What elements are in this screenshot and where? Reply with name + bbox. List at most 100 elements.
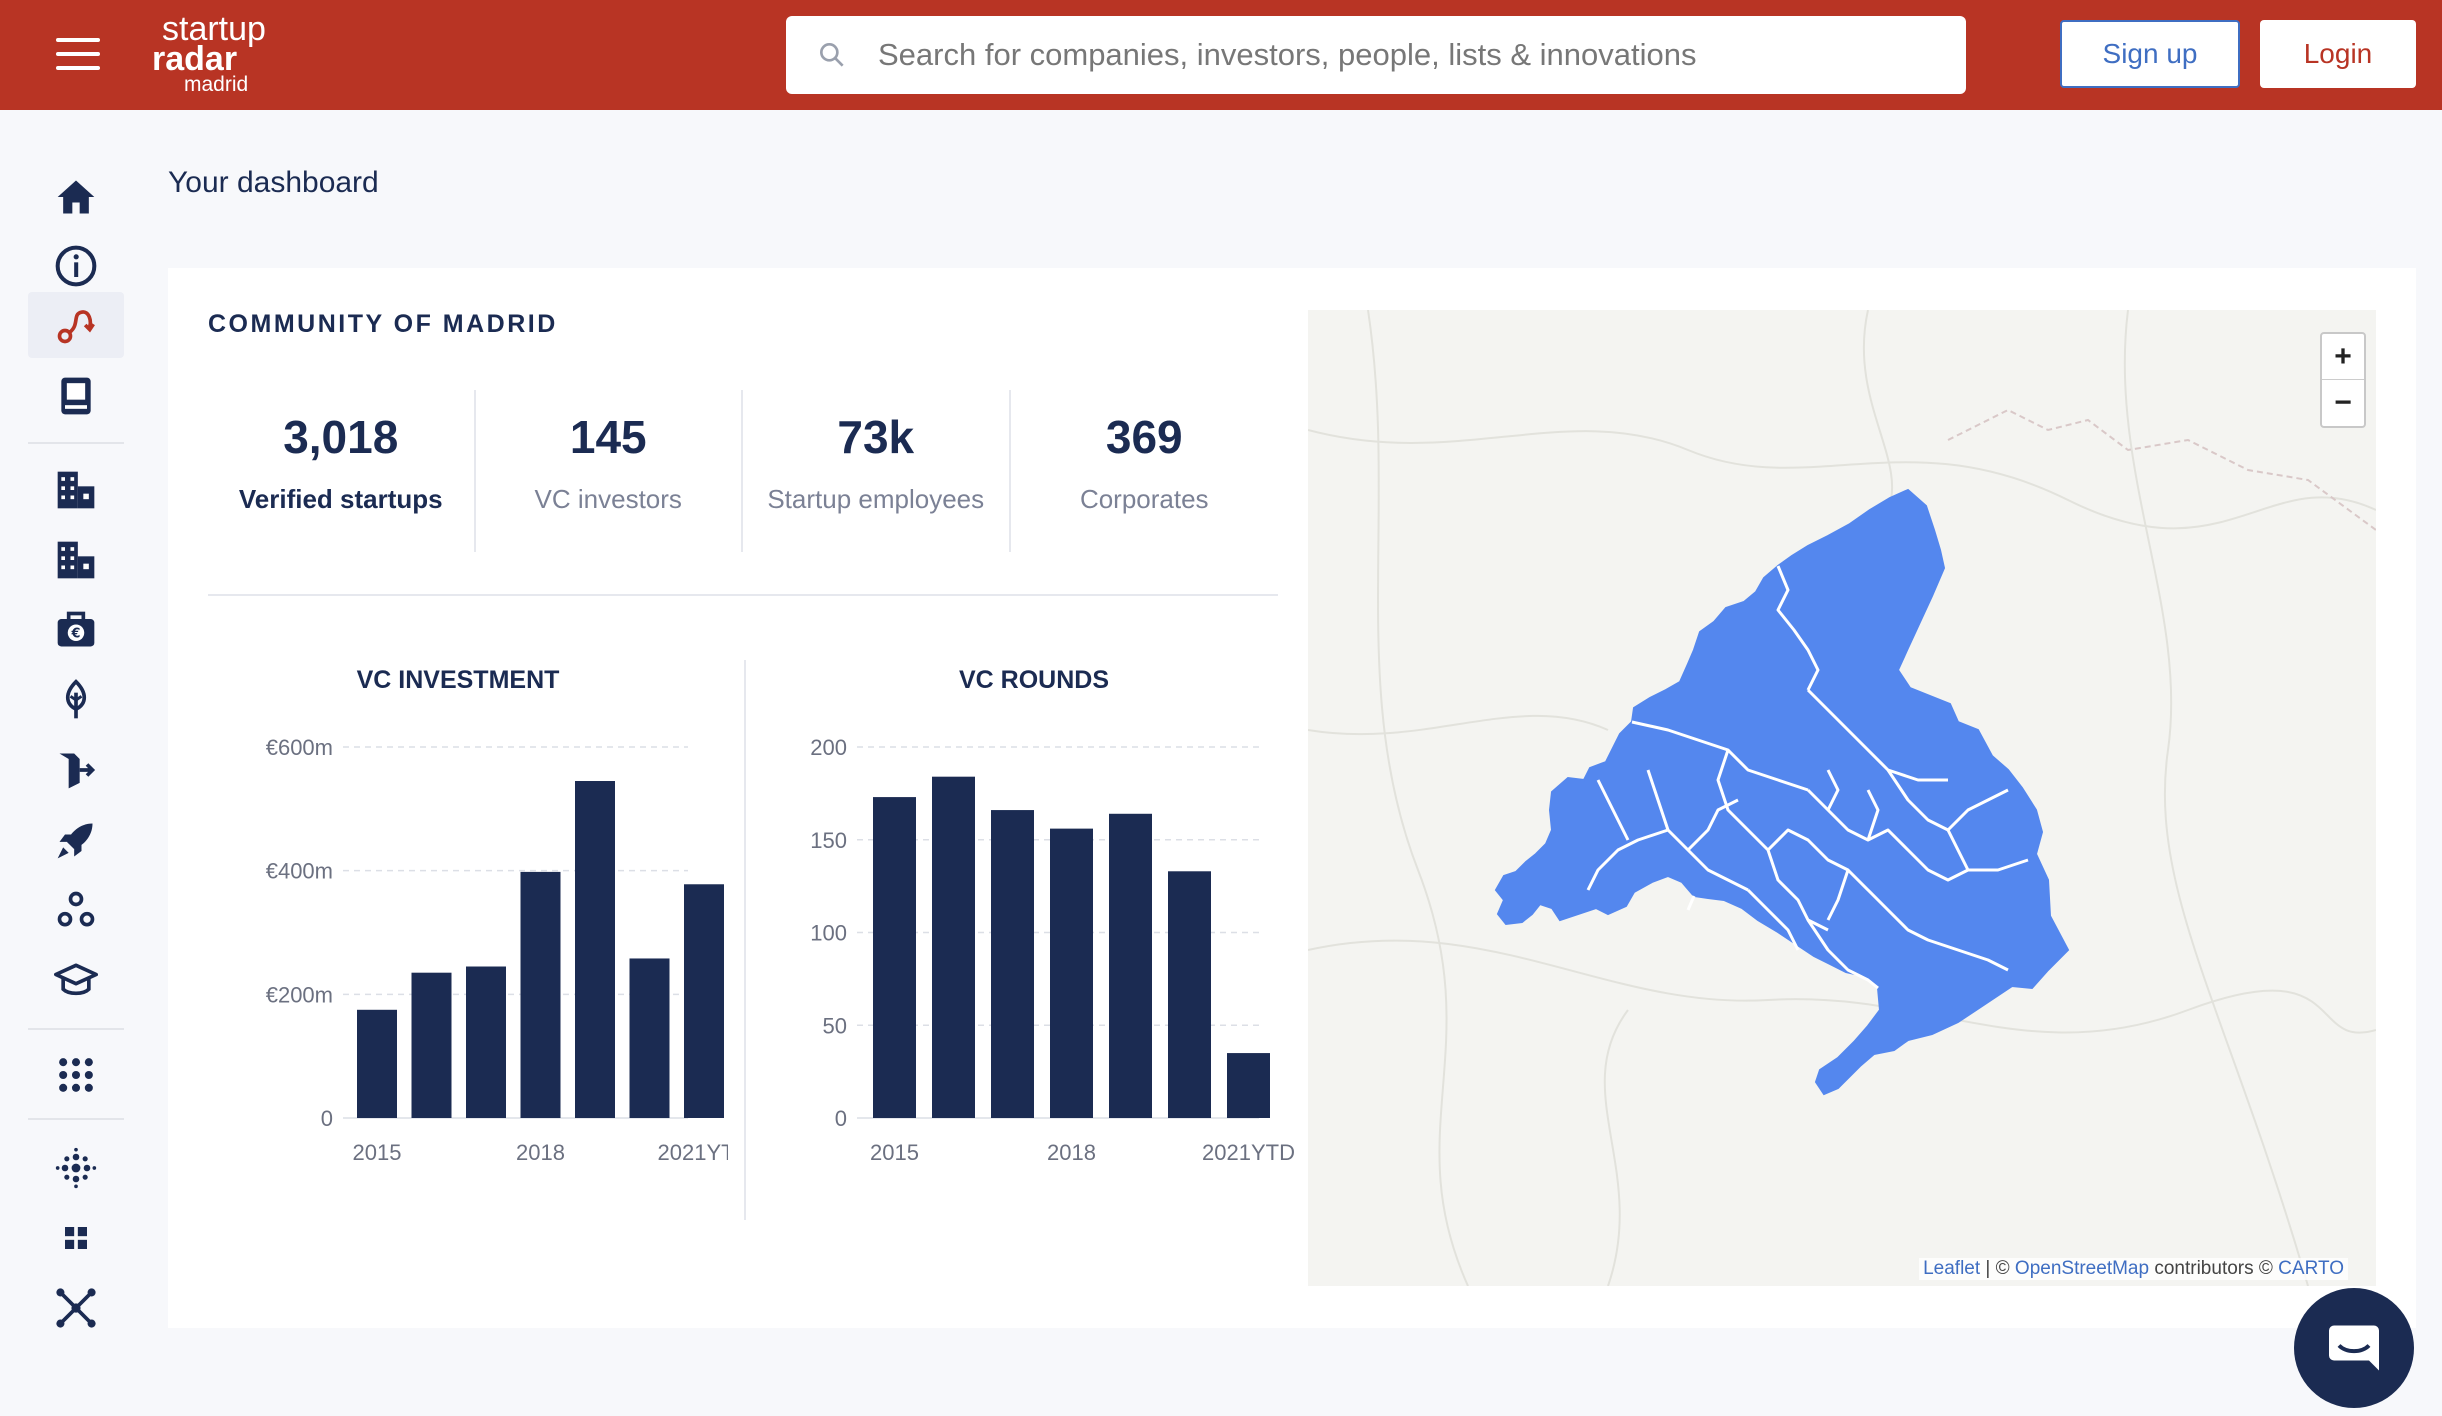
- bar-2016: [932, 776, 975, 1118]
- stat-label: Startup employees: [767, 484, 985, 514]
- sidebar-item-companies[interactable]: [28, 457, 124, 523]
- stat-label: VC investors: [534, 484, 682, 514]
- bar-2020: [1168, 871, 1211, 1118]
- bar-2020: [629, 958, 670, 1118]
- vc-rounds-plot: 0 50 100 150 200 2015 2018 2021YTD: [810, 735, 1295, 1165]
- search-input[interactable]: [878, 37, 1966, 73]
- vc-investment-chart: VC INVESTMENT 0 €200m €400m €600m 2015 2018 20…: [188, 660, 751, 1220]
- sidebar-item-widgets[interactable]: [28, 1205, 124, 1271]
- osm-link[interactable]: OpenStreetMap: [2014, 1258, 2150, 1279]
- bar-2015: [357, 1009, 397, 1118]
- exit-icon: [59, 753, 96, 789]
- region-card: COMMUNITY OF MADRID 3,018 Verified start…: [168, 268, 2416, 1328]
- sidebar-divider: [28, 1028, 124, 1030]
- info-icon: [55, 245, 97, 287]
- companies-alt-icon: [57, 541, 95, 579]
- vc-rounds-chart: VC ROUNDS 0 50 100 150 200 2015 2018 2021YTD: [764, 660, 1304, 1220]
- bar-2018: [1050, 828, 1093, 1118]
- y-tick-label: €400m: [266, 859, 333, 884]
- vc-investment-plot: 0 €200m €400m €600m 2015 2018 2021YTD: [266, 735, 751, 1165]
- sidebar-item-lists[interactable]: [28, 363, 124, 429]
- divider: [208, 594, 1278, 596]
- y-tick-label: 50: [823, 1013, 847, 1038]
- chat-button[interactable]: [2294, 1288, 2414, 1408]
- sidebar-item-apps[interactable]: [28, 1042, 124, 1108]
- attribution-separator: | ©: [1985, 1258, 2010, 1279]
- sidebar-item-network[interactable]: [28, 877, 124, 943]
- carto-link[interactable]: CARTO: [2278, 1258, 2344, 1279]
- network-dots-icon: [57, 891, 95, 927]
- chart-title: VC INVESTMENT: [356, 666, 560, 694]
- sidebar-item-investors[interactable]: €: [28, 597, 124, 663]
- x-tick-label: 2015: [353, 1140, 402, 1165]
- region-map[interactable]: + − Leaflet | © OpenStreetMap contributo…: [1308, 310, 2376, 1286]
- stats-row: 3,018 Verified startups 145 VC investors…: [208, 390, 1278, 552]
- bar-2016: [411, 972, 452, 1118]
- x-tick-label: 2015: [870, 1140, 919, 1165]
- sidebar-divider: [28, 1118, 124, 1120]
- bar-2015: [873, 797, 916, 1118]
- book-icon: [61, 377, 91, 415]
- zoom-out-button[interactable]: −: [2334, 386, 2352, 419]
- rocket-icon: [57, 823, 93, 859]
- madrid-region-shape[interactable]: [1494, 488, 2070, 1096]
- bar-2021YTD: [1227, 1053, 1270, 1118]
- x-tick-label: 2018: [1047, 1140, 1096, 1165]
- sign-up-button[interactable]: Sign up: [2060, 20, 2240, 88]
- dots-pattern-icon: [55, 1147, 97, 1189]
- graduation-cap-icon: [54, 963, 98, 996]
- search-bar[interactable]: [786, 16, 1966, 94]
- sidebar-item-exits[interactable]: [28, 737, 124, 803]
- stat-value: 145: [569, 411, 647, 463]
- sidebar: €: [0, 110, 148, 1416]
- stat-vc-investors[interactable]: 145 VC investors: [476, 390, 743, 552]
- map-zoom-control: + −: [2320, 332, 2366, 428]
- sidebar-item-universities[interactable]: [28, 947, 124, 1013]
- x-tick-label: 2021YTD: [658, 1140, 728, 1165]
- leaflet-link[interactable]: Leaflet: [1923, 1258, 1981, 1279]
- sidebar-item-ecosystem[interactable]: [28, 1135, 124, 1201]
- x-tick-label: 2018: [516, 1140, 565, 1165]
- y-tick-label: 100: [810, 921, 847, 946]
- home-icon: [57, 180, 95, 214]
- sidebar-item-info[interactable]: [28, 233, 124, 299]
- login-button[interactable]: Login: [2260, 20, 2416, 88]
- route-icon: [57, 310, 95, 344]
- hub-icon: [56, 1288, 96, 1328]
- stat-label: Verified startups: [238, 484, 443, 514]
- bar-2018: [520, 871, 561, 1118]
- bar-2017: [991, 810, 1034, 1118]
- bar-2021YTD: [684, 884, 724, 1118]
- y-tick-label: 150: [810, 828, 847, 853]
- widgets-icon: [65, 1227, 87, 1249]
- sidebar-item-home[interactable]: [28, 164, 124, 230]
- menu-icon[interactable]: [56, 38, 100, 72]
- attribution-contributors: contributors ©: [2154, 1258, 2273, 1279]
- stat-value: 3,018: [283, 411, 399, 463]
- y-tick-label: 0: [835, 1106, 847, 1131]
- sidebar-item-dashboard[interactable]: [28, 292, 124, 358]
- zoom-in-button[interactable]: +: [2322, 334, 2364, 380]
- bar-2017: [466, 966, 506, 1118]
- search-icon: [820, 42, 844, 67]
- bar-2019: [1109, 813, 1152, 1118]
- logo[interactable]: startup radar madrid: [152, 10, 266, 96]
- stat-verified-startups[interactable]: 3,018 Verified startups: [208, 390, 476, 552]
- sidebar-item-hub[interactable]: [28, 1275, 124, 1341]
- stat-value: 73k: [837, 411, 915, 463]
- chart-divider: [744, 660, 746, 1220]
- sidebar-item-corporates[interactable]: [28, 527, 124, 593]
- sidebar-item-startups[interactable]: [28, 807, 124, 873]
- stat-startup-employees[interactable]: 73k Startup employees: [743, 390, 1011, 552]
- chat-icon: [2329, 1325, 2379, 1371]
- companies-icon: [57, 471, 95, 509]
- top-bar: startup radar madrid Sign up Login: [0, 0, 2442, 110]
- region-title: COMMUNITY OF MADRID: [208, 310, 558, 338]
- y-tick-label: 200: [810, 735, 847, 760]
- y-tick-label: €200m: [266, 982, 333, 1007]
- stat-value: 369: [1105, 411, 1183, 463]
- sidebar-item-sustainability[interactable]: [28, 667, 124, 733]
- chart-title: VC ROUNDS: [958, 666, 1109, 694]
- stat-corporates[interactable]: 369 Corporates: [1011, 390, 1279, 552]
- page-title: Your dashboard: [168, 166, 379, 199]
